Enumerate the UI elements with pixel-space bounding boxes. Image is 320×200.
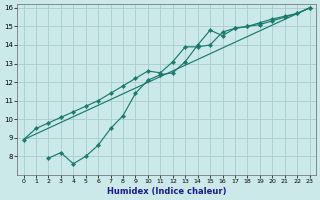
X-axis label: Humidex (Indice chaleur): Humidex (Indice chaleur) <box>107 187 226 196</box>
